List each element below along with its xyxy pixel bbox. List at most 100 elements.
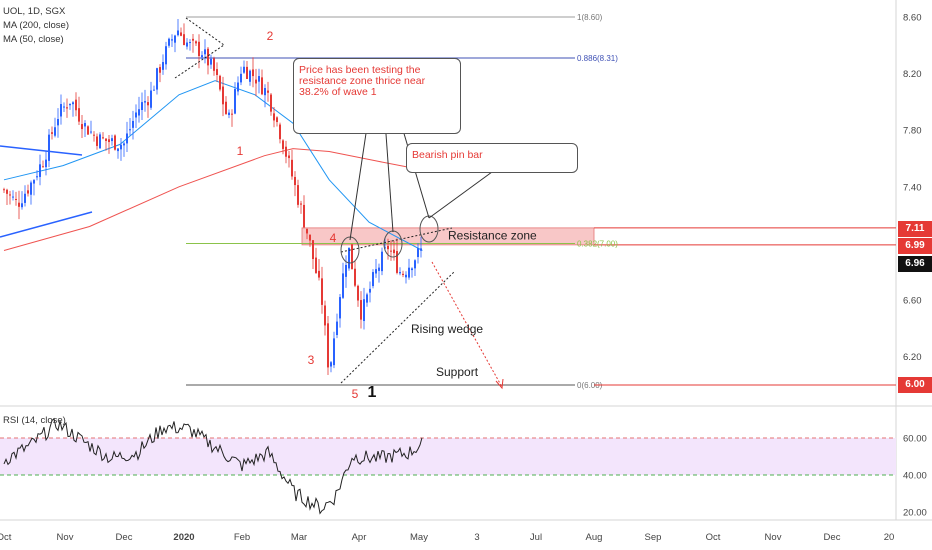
- candle-body: [111, 138, 113, 142]
- dotted-line-b: [174, 44, 225, 79]
- y-tick-label: 7.80: [903, 126, 922, 137]
- candle-body: [360, 300, 362, 320]
- candle-body: [234, 89, 236, 114]
- symbol-label: UOL, 1D, SGX: [3, 6, 66, 17]
- candle-body: [84, 123, 86, 127]
- wave-label-1: 1: [237, 144, 244, 158]
- candle-body: [195, 41, 197, 44]
- candle-body: [39, 164, 41, 177]
- candle-body: [108, 139, 110, 143]
- candle-body: [36, 176, 38, 178]
- candle-body: [405, 274, 407, 278]
- candle-body: [345, 264, 347, 277]
- candle-body: [219, 75, 221, 90]
- candle-body: [60, 104, 62, 117]
- candle-body: [210, 58, 212, 65]
- candle-body: [54, 127, 56, 136]
- rsi-line: [3, 417, 423, 515]
- callout-bearish-pin-bar: Bearish pin bar: [406, 143, 578, 173]
- candle-body: [63, 106, 65, 108]
- candle-body: [96, 136, 98, 146]
- candle-body: [75, 99, 77, 111]
- candle-body: [150, 90, 152, 108]
- candle-body: [6, 189, 8, 194]
- x-tick-label: 20: [884, 532, 895, 543]
- candle-body: [183, 34, 185, 46]
- x-tick-label: 2020: [173, 532, 194, 543]
- candle-body: [366, 294, 368, 303]
- fib-label-1: 1(8.60): [577, 13, 603, 22]
- callout-pointer-1: [349, 119, 369, 241]
- candle-body: [246, 66, 248, 79]
- trendline-left-upper: [0, 145, 83, 156]
- candle-body: [381, 251, 383, 272]
- candle-body: [237, 82, 239, 92]
- candle-body: [312, 240, 314, 260]
- candle-body: [348, 247, 350, 269]
- resistance-zone-label: Resistance zone: [448, 228, 537, 242]
- candle-body: [231, 113, 233, 115]
- callout-resistance-test: Price has been testing the resistance zo…: [293, 58, 461, 134]
- candlesticks: [3, 19, 422, 375]
- candle-body: [222, 86, 224, 105]
- candle-body: [342, 273, 344, 298]
- y-tick-label: 7.40: [903, 182, 922, 193]
- x-tick-label: Feb: [234, 532, 250, 543]
- candle-body: [318, 270, 320, 278]
- candle-body: [3, 189, 5, 191]
- candle-body: [387, 245, 389, 250]
- candle-body: [309, 234, 311, 241]
- rsi-tick-label: 40.00: [903, 471, 927, 482]
- price-tag-6-96: 6.96: [898, 256, 932, 272]
- x-tick-label: Dec: [116, 532, 133, 543]
- candle-body: [363, 299, 365, 322]
- candle-body: [402, 273, 404, 275]
- y-tick-label: 8.20: [903, 69, 922, 80]
- candle-body: [282, 140, 284, 149]
- candle-body: [156, 68, 158, 90]
- candle-body: [213, 58, 215, 71]
- rising-wedge-label: Rising wedge: [411, 322, 483, 336]
- rsi-band: [0, 438, 896, 475]
- rsi-tick-label: 60.00: [903, 434, 927, 445]
- candle-body: [228, 112, 230, 116]
- candle-body: [105, 138, 107, 141]
- candle-body: [147, 102, 149, 106]
- candle-body: [315, 257, 317, 273]
- candle-body: [276, 117, 278, 123]
- candle-body: [396, 251, 398, 273]
- candle-body: [177, 30, 179, 36]
- x-tick-label: May: [410, 532, 428, 543]
- candle-body: [30, 182, 32, 195]
- candle-body: [321, 278, 323, 305]
- x-tick-label: Sep: [645, 532, 662, 543]
- candle-body: [144, 101, 146, 103]
- projection-arrowhead: [495, 378, 504, 390]
- ma50-label: MA (50, close): [3, 34, 64, 45]
- candle-body: [330, 362, 332, 367]
- fib-label-0: 0(6.00): [577, 381, 603, 390]
- candle-body: [225, 101, 227, 114]
- candle-body: [12, 196, 14, 198]
- candle-body: [354, 268, 356, 286]
- candle-body: [51, 132, 53, 134]
- candle-body: [186, 42, 188, 47]
- candle-body: [357, 285, 359, 301]
- price-tag-6-99: 6.99: [898, 238, 932, 254]
- resistance-zone-box: [301, 227, 595, 246]
- candle-body: [327, 323, 329, 368]
- candle-body: [27, 190, 29, 194]
- candle-body: [273, 113, 275, 121]
- candle-body: [333, 338, 335, 366]
- callout-pointer-pin: [428, 171, 493, 219]
- rsi-legend: RSI (14, close): [3, 415, 66, 426]
- candle-body: [132, 120, 134, 128]
- x-tick-label: Oct: [0, 532, 12, 543]
- candle-body: [135, 112, 137, 118]
- candle-body: [33, 180, 35, 184]
- candle-body: [285, 146, 287, 157]
- candle-body: [192, 38, 194, 41]
- trendline-left-lower: [0, 211, 93, 238]
- candle-body: [21, 203, 23, 208]
- x-tick-label: Aug: [586, 532, 603, 543]
